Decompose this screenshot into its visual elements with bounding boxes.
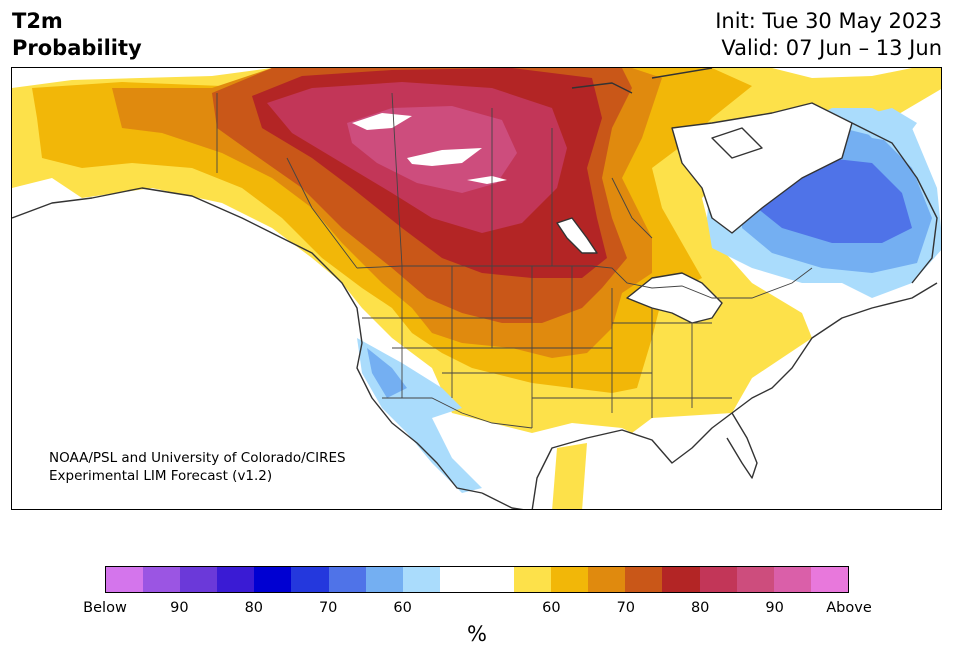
border-provinces: [286, 92, 653, 269]
colorbar-swatch: [551, 567, 589, 592]
lake-athabasca: [467, 176, 507, 184]
colorbar: [105, 566, 849, 593]
border-us-mexico: [382, 397, 533, 429]
coast-gulf: [531, 282, 938, 509]
colorbar-tick-label: Above: [826, 600, 872, 616]
credit-text: NOAA/PSL and University of Colorado/CIRE…: [49, 449, 346, 485]
gulf-fill-warm: [552, 443, 587, 509]
valid-dates: Valid: 07 Jun – 13 Jun: [721, 36, 942, 60]
colorbar-tick-label: 90: [765, 600, 784, 616]
colorbar-swatch: [514, 567, 552, 592]
colorbar-swatch: [254, 567, 292, 592]
colorbar-swatch: [439, 567, 477, 592]
colorbar-tick-label: 70: [318, 600, 338, 616]
credit-line-1: NOAA/PSL and University of Colorado/CIRE…: [49, 450, 346, 466]
colorbar-tick-label: 60: [542, 600, 561, 616]
coast-mexico-pacific: [481, 492, 524, 509]
colorbar-swatch: [773, 567, 811, 592]
lake-winnipeg: [557, 218, 597, 253]
great-bear-lake: [352, 113, 412, 130]
colorbar-swatch: [625, 567, 663, 592]
great-lakes: [627, 273, 722, 323]
colorbar-swatch: [180, 567, 218, 592]
colorbar-swatch: [736, 567, 774, 592]
map-title: T2m Probability: [12, 8, 142, 62]
colorbar-tick-label: 60: [393, 600, 412, 616]
coast-labrador: [851, 122, 938, 284]
coast-florida: [726, 412, 758, 479]
colorbar-tick-label: 90: [170, 600, 189, 616]
colorbar-swatch: [328, 567, 366, 592]
map-svg: [12, 68, 941, 509]
coast-great-lakes: [626, 272, 723, 324]
colorbar-swatch: [402, 567, 440, 592]
credit-line-2: Experimental LIM Forecast (v1.2): [49, 468, 273, 484]
colorbar-swatch: [217, 567, 255, 592]
shade-cool-60-ne: [852, 108, 917, 143]
colorbar-tick-label: Below: [83, 600, 127, 616]
colorbar-tick-label: 80: [244, 600, 264, 616]
coast-hudson: [671, 102, 853, 234]
colorbar-swatch: [365, 567, 403, 592]
coast-alaska-west: [12, 187, 483, 494]
colorbar-swatch: [588, 567, 626, 592]
colorbar-swatch: [810, 567, 848, 592]
shade-cool-70-west: [367, 348, 407, 398]
coast-lake-winnipeg: [556, 217, 598, 254]
border-states: [362, 266, 732, 428]
title-line-1: T2m: [12, 9, 63, 33]
colorbar-swatch: [662, 567, 700, 592]
colorbar-tick-label: 70: [616, 600, 636, 616]
init-date: Init: Tue 30 May 2023: [715, 9, 942, 33]
colorbar-swatch: [106, 567, 144, 592]
coast-arctic-islands: [571, 68, 763, 159]
title-line-2: Probability: [12, 36, 142, 60]
colorbar-swatch: [143, 567, 181, 592]
probability-map: [11, 67, 942, 510]
forecast-dates: Init: Tue 30 May 2023 Valid: 07 Jun – 13…: [715, 8, 942, 62]
colorbar-swatch: [699, 567, 737, 592]
colorbar-swatch: [476, 567, 515, 592]
colorbar-tick-label: 80: [690, 600, 710, 616]
great-slave-lake: [407, 148, 482, 166]
gulf-of-mexico: [532, 423, 672, 509]
hudson-bay: [672, 103, 852, 233]
colorbar-swatch: [291, 567, 329, 592]
colorbar-unit: %: [467, 622, 487, 646]
